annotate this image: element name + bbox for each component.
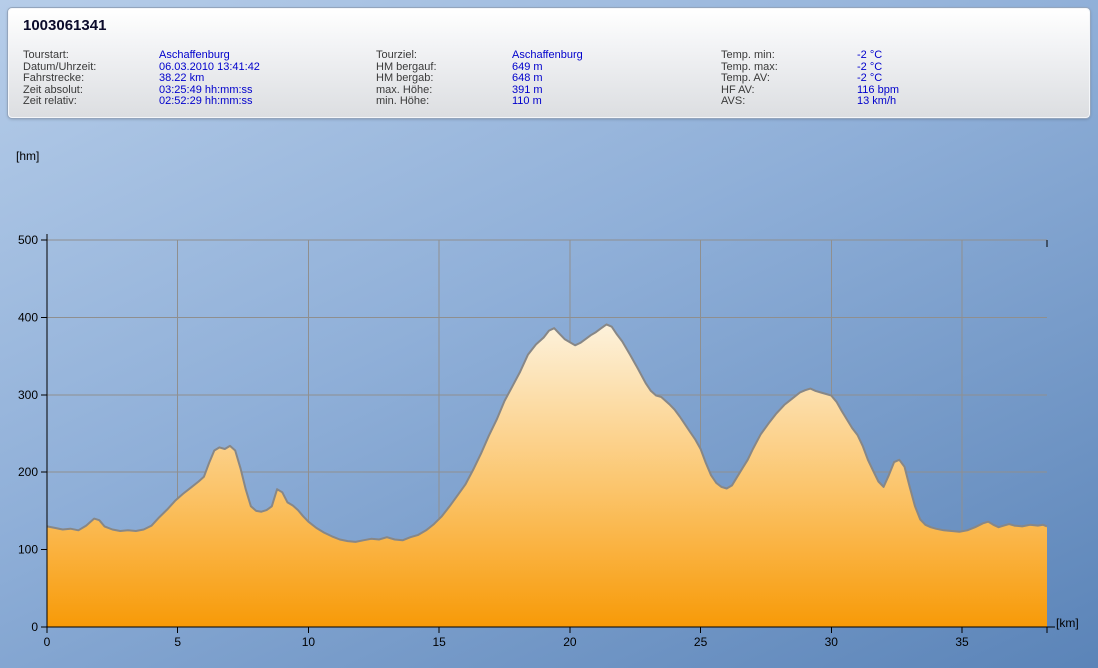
info-row: min. Höhe: 110 m bbox=[376, 96, 583, 108]
y-tick-label: 300 bbox=[18, 388, 38, 402]
info-label: Temp. min: bbox=[721, 49, 775, 61]
x-tick-label: 35 bbox=[955, 635, 969, 649]
tour-info-panel: 1003061341 Tourstart: Aschaffenburg Datu… bbox=[8, 8, 1090, 118]
info-label: Tourstart: bbox=[23, 49, 69, 61]
info-row: max. Höhe: 391 m bbox=[376, 83, 583, 97]
x-tick-label: 10 bbox=[302, 635, 316, 649]
info-value: 02:52:29 hh:mm:ss bbox=[159, 95, 253, 108]
info-label: HF AV: bbox=[721, 83, 755, 96]
elevation-area bbox=[47, 324, 1047, 627]
info-row: Temp. max: -2 °C bbox=[721, 60, 899, 74]
y-tick-label: 200 bbox=[18, 465, 38, 479]
info-row: Tourstart: Aschaffenburg bbox=[23, 49, 260, 62]
info-column-elevation: Tourziel: Aschaffenburg HM bergauf: 649 … bbox=[376, 49, 583, 108]
info-value: 391 m bbox=[512, 83, 543, 96]
info-column-start: Tourstart: Aschaffenburg Datum/Uhrzeit: … bbox=[23, 49, 260, 108]
info-value: 116 bpm bbox=[857, 83, 899, 96]
info-label: Zeit relativ: bbox=[23, 95, 77, 108]
info-label: Temp. AV: bbox=[721, 72, 770, 85]
info-row: AVS: 13 km/h bbox=[721, 96, 899, 108]
info-value: 649 m bbox=[512, 60, 543, 73]
info-column-stats: Temp. min: -2 °C Temp. max: -2 °C Temp. … bbox=[721, 49, 899, 108]
info-row: Temp. min: -2 °C bbox=[721, 49, 899, 62]
x-tick-label: 25 bbox=[694, 635, 708, 649]
info-row: HF AV: 116 bpm bbox=[721, 83, 899, 97]
info-value: -2 °C bbox=[857, 49, 883, 61]
info-value: 06.03.2010 13:41:42 bbox=[159, 60, 260, 73]
y-tick-label: 500 bbox=[18, 233, 38, 247]
y-tick-label: 100 bbox=[18, 543, 38, 557]
info-label: Fahrstrecke: bbox=[23, 72, 85, 85]
info-label: AVS: bbox=[721, 95, 746, 108]
info-row: HM bergab: 648 m bbox=[376, 73, 583, 85]
info-row: Zeit relativ: 02:52:29 hh:mm:ss bbox=[23, 96, 260, 108]
x-axis-unit-label: [km] bbox=[1056, 616, 1079, 630]
info-row: Zeit absolut: 03:25:49 hh:mm:ss bbox=[23, 83, 260, 97]
x-tick-label: 5 bbox=[174, 635, 181, 649]
info-value: 38.22 km bbox=[159, 72, 205, 85]
tour-id-title: 1003061341 bbox=[23, 17, 107, 34]
info-value: Aschaffenburg bbox=[159, 49, 230, 61]
info-label: Temp. max: bbox=[721, 60, 778, 73]
info-label: HM bergab: bbox=[376, 72, 434, 85]
info-value: 03:25:49 hh:mm:ss bbox=[159, 83, 253, 96]
y-tick-label: 0 bbox=[31, 620, 38, 634]
info-label: Tourziel: bbox=[376, 49, 417, 61]
x-tick-label: 0 bbox=[44, 635, 51, 649]
info-row: HM bergauf: 649 m bbox=[376, 60, 583, 74]
x-tick-label: 30 bbox=[825, 635, 839, 649]
elevation-outline bbox=[46, 323, 1048, 543]
x-tick-label: 20 bbox=[563, 635, 577, 649]
info-value: Aschaffenburg bbox=[512, 49, 583, 61]
info-row: Tourziel: Aschaffenburg bbox=[376, 49, 583, 62]
info-value: 110 m bbox=[512, 95, 542, 108]
info-row: Datum/Uhrzeit: 06.03.2010 13:41:42 bbox=[23, 60, 260, 74]
info-label: min. Höhe: bbox=[376, 95, 430, 108]
info-label: max. Höhe: bbox=[376, 83, 433, 96]
info-value: 13 km/h bbox=[857, 95, 897, 108]
info-row: Temp. AV: -2 °C bbox=[721, 73, 899, 85]
info-value: 648 m bbox=[512, 72, 543, 85]
info-row: Fahrstrecke: 38.22 km bbox=[23, 73, 260, 85]
info-value: -2 °C bbox=[857, 72, 883, 85]
y-axis-unit-label: [hm] bbox=[16, 149, 40, 163]
y-tick-label: 400 bbox=[18, 310, 38, 324]
x-tick-label: 15 bbox=[432, 635, 446, 649]
info-label: HM bergauf: bbox=[376, 60, 437, 73]
info-label: Zeit absolut: bbox=[23, 83, 83, 96]
info-label: Datum/Uhrzeit: bbox=[23, 60, 97, 73]
info-value: -2 °C bbox=[857, 60, 883, 73]
